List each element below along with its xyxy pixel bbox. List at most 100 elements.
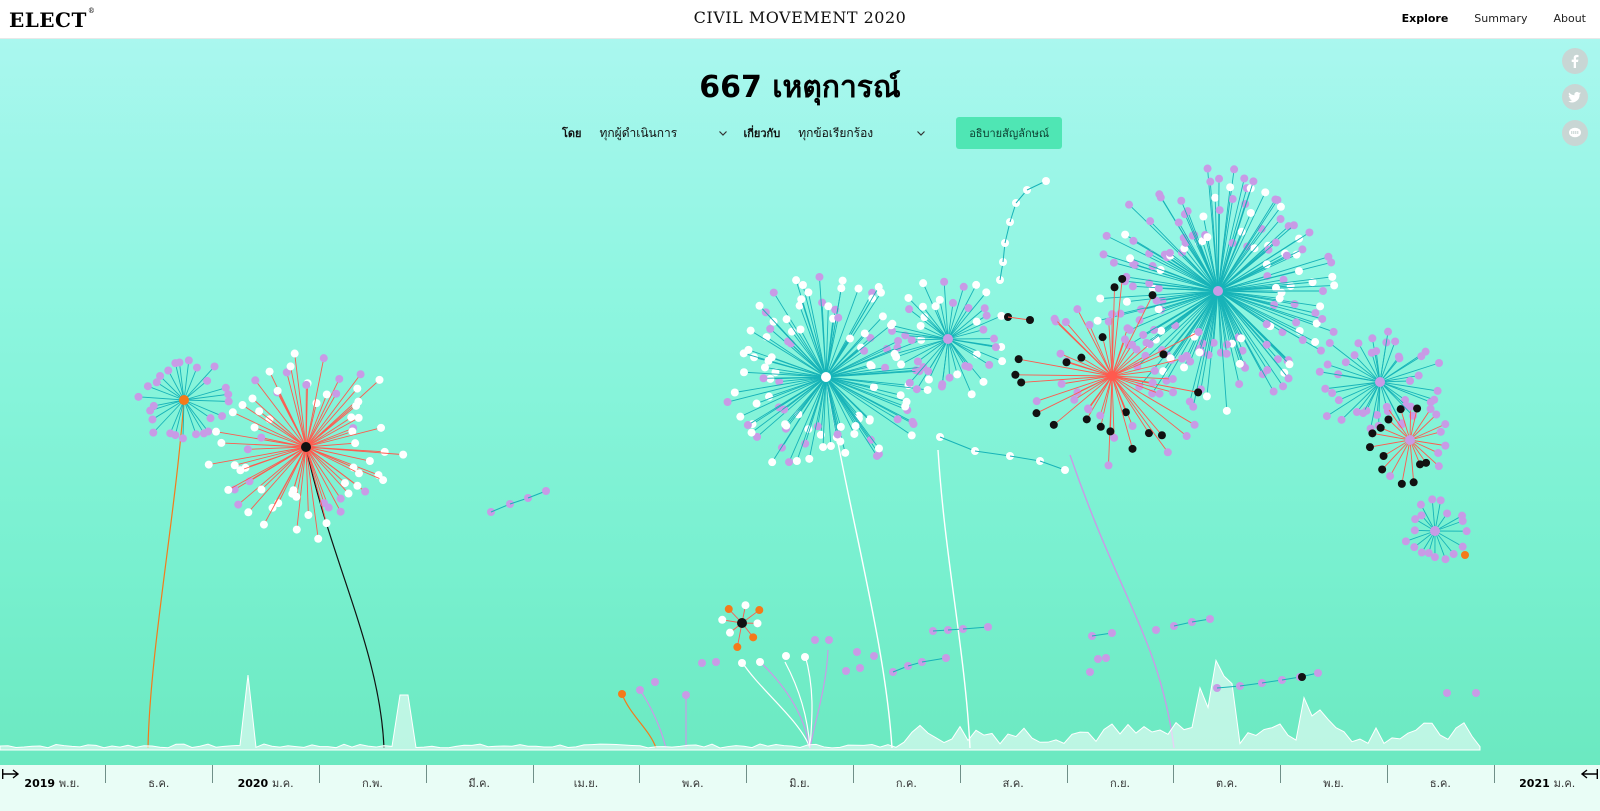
cluster-c-node[interactable] xyxy=(841,448,850,457)
cluster-e-node[interactable] xyxy=(1096,294,1105,303)
cluster-e-node[interactable] xyxy=(1121,230,1130,239)
cluster-b-node[interactable] xyxy=(375,375,384,384)
event-node[interactable] xyxy=(856,664,864,672)
cluster-f-node[interactable] xyxy=(1098,333,1107,342)
cluster-g-node[interactable] xyxy=(1315,367,1324,376)
cluster-e-node[interactable] xyxy=(1206,177,1215,186)
cluster-g-node[interactable] xyxy=(1384,327,1393,336)
cluster-g-node[interactable] xyxy=(1406,376,1415,385)
cluster-a-node[interactable] xyxy=(192,430,201,439)
cluster-c-node[interactable] xyxy=(894,336,903,345)
timeline-month-label[interactable]: เม.ย. xyxy=(573,777,599,790)
cluster-b-node[interactable] xyxy=(322,519,331,528)
cluster-f-node[interactable] xyxy=(1049,420,1058,429)
cluster-f-node[interactable] xyxy=(1150,366,1159,375)
cluster-e-node[interactable] xyxy=(1276,202,1285,211)
cluster-b-node[interactable] xyxy=(312,399,321,408)
cluster-a-node[interactable] xyxy=(143,382,152,391)
cluster-i-node[interactable] xyxy=(1458,542,1467,551)
cluster-i-node[interactable] xyxy=(1428,495,1437,504)
cluster-h-node[interactable] xyxy=(1434,448,1443,457)
cluster-d-node[interactable] xyxy=(935,295,944,304)
event-node[interactable] xyxy=(801,653,809,661)
cluster-d-node[interactable] xyxy=(918,302,927,311)
cluster-b-node[interactable] xyxy=(377,423,386,432)
cluster-a-node[interactable] xyxy=(224,397,233,406)
cluster-b-node[interactable] xyxy=(259,520,268,529)
event-node[interactable] xyxy=(782,652,790,660)
cluster-e-node[interactable] xyxy=(1261,188,1270,197)
cluster-f-node[interactable] xyxy=(1145,340,1154,349)
cluster-h-node[interactable] xyxy=(1396,405,1405,414)
cluster-b-node[interactable] xyxy=(251,376,260,385)
cluster-f-node[interactable] xyxy=(1032,409,1041,418)
cluster-g-node[interactable] xyxy=(1372,347,1381,356)
cluster-h-node[interactable] xyxy=(1434,462,1443,471)
cluster-e-node[interactable] xyxy=(1128,282,1137,291)
cluster-b-node[interactable] xyxy=(289,486,298,495)
cluster-g-node[interactable] xyxy=(1350,351,1359,360)
cluster-e-node[interactable] xyxy=(1099,250,1108,259)
cluster-e-node[interactable] xyxy=(1316,302,1325,311)
cluster-b-hub-node[interactable] xyxy=(301,442,311,452)
cluster-i-node[interactable] xyxy=(1449,550,1458,559)
cluster-c-node[interactable] xyxy=(866,435,875,444)
cluster-b-node[interactable] xyxy=(344,489,353,498)
cluster-g-node[interactable] xyxy=(1334,396,1343,405)
event-node[interactable] xyxy=(1461,551,1469,559)
cluster-c-node[interactable] xyxy=(755,301,764,310)
cluster-c-node[interactable] xyxy=(759,374,768,383)
cluster-e-node[interactable] xyxy=(1311,338,1320,347)
cluster-e-node[interactable] xyxy=(1230,165,1239,174)
cluster-d-node[interactable] xyxy=(964,304,973,313)
cluster-e-node[interactable] xyxy=(1199,212,1208,221)
cluster-g-node[interactable] xyxy=(1426,398,1435,407)
chain-h-node[interactable] xyxy=(1108,629,1116,637)
chain-f-node[interactable] xyxy=(942,654,950,662)
cluster-i-node[interactable] xyxy=(1436,496,1445,505)
cluster-c-node[interactable] xyxy=(804,288,813,297)
cluster-f-node[interactable] xyxy=(1118,274,1127,283)
cluster-e-node[interactable] xyxy=(1109,258,1118,267)
cluster-b-node[interactable] xyxy=(353,481,362,490)
cluster-c-node[interactable] xyxy=(826,442,835,451)
cluster-i-node[interactable] xyxy=(1410,543,1419,552)
cluster-b-node[interactable] xyxy=(354,469,363,478)
cluster-d-node[interactable] xyxy=(980,304,989,313)
cluster-c-node[interactable] xyxy=(896,391,905,400)
cluster-i-node[interactable] xyxy=(1417,511,1426,520)
cluster-a-node[interactable] xyxy=(149,428,158,437)
cluster-b-node[interactable] xyxy=(204,460,213,469)
cluster-c-node[interactable] xyxy=(794,410,803,419)
cluster-e-node[interactable] xyxy=(1327,258,1336,267)
cluster-j-node[interactable] xyxy=(733,643,742,652)
cluster-i-node[interactable] xyxy=(1430,553,1439,562)
cluster-e-node[interactable] xyxy=(1202,392,1211,401)
cluster-h-node[interactable] xyxy=(1386,472,1395,481)
event-node[interactable] xyxy=(1443,689,1451,697)
cluster-g-node[interactable] xyxy=(1414,371,1423,380)
cluster-c-node[interactable] xyxy=(878,312,887,321)
about-select[interactable]: ทุกข้อเรียกร้อง xyxy=(792,120,930,146)
cluster-b-node[interactable] xyxy=(356,370,365,379)
timeline-month-label[interactable]: 2020 ม.ค. xyxy=(237,777,294,790)
cluster-e-node[interactable] xyxy=(1135,382,1144,391)
cluster-e-node[interactable] xyxy=(1180,363,1189,372)
cluster-f-node[interactable] xyxy=(1106,427,1115,436)
cluster-f-node[interactable] xyxy=(1148,378,1157,387)
cluster-e-node[interactable] xyxy=(1273,355,1282,364)
cluster-h-node[interactable] xyxy=(1409,478,1418,487)
cluster-c-node[interactable] xyxy=(833,430,842,439)
event-network-visualization[interactable] xyxy=(0,150,1600,765)
cluster-f-node[interactable] xyxy=(1050,314,1059,323)
cluster-f-node[interactable] xyxy=(1011,370,1020,379)
cluster-f-node[interactable] xyxy=(1190,420,1199,429)
timeline-month-label[interactable]: ธ.ค. xyxy=(1429,777,1451,790)
nav-about[interactable]: About xyxy=(1553,12,1586,25)
cluster-c-node[interactable] xyxy=(881,363,890,372)
timeline-start-arrow-icon[interactable] xyxy=(2,769,20,779)
cluster-i-hub-node[interactable] xyxy=(1430,526,1440,536)
cluster-c-node[interactable] xyxy=(723,398,732,407)
cluster-a-node[interactable] xyxy=(192,363,201,372)
cluster-b-node[interactable] xyxy=(399,450,408,459)
